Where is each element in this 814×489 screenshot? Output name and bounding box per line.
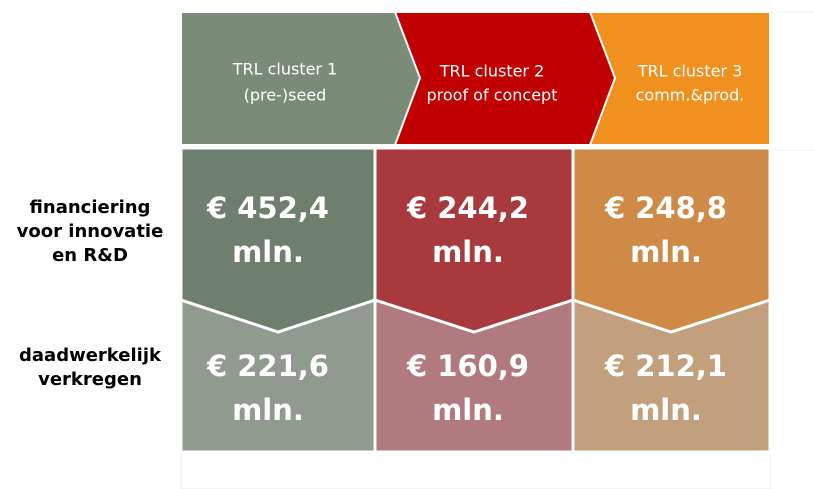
row-label: en R&D — [52, 245, 128, 266]
header-text: proof of concept — [427, 86, 558, 105]
cell-unit: mln. — [630, 235, 702, 269]
cell-unit: mln. — [232, 235, 304, 269]
header-text: (pre-)seed — [244, 86, 327, 105]
bottom-box — [180, 451, 771, 489]
row-label: daadwerkelijk — [19, 345, 162, 366]
cell-unit: mln. — [432, 235, 504, 269]
cell-unit: mln. — [432, 393, 504, 427]
cell-value: € 244,2 — [406, 191, 529, 225]
cell-value: € 452,4 — [206, 191, 329, 225]
row-label: financiering — [30, 197, 151, 218]
cell-chevron — [179, 146, 377, 334]
header-text: TRL cluster 1 — [232, 60, 338, 79]
header-arrow — [180, 11, 422, 146]
cell-value: € 212,1 — [604, 349, 727, 383]
cell-unit: mln. — [232, 393, 304, 427]
cell-value: € 248,8 — [604, 191, 727, 225]
cell-value: € 160,9 — [406, 349, 529, 383]
cell-chevron — [373, 146, 575, 334]
row-label: verkregen — [38, 369, 142, 390]
cell-chevron — [571, 146, 772, 334]
cell-value: € 221,6 — [206, 349, 329, 383]
header-text: TRL cluster 3 — [637, 62, 743, 81]
row-label: voor innovatie — [17, 221, 164, 242]
header-text: TRL cluster 2 — [439, 62, 545, 81]
header-text: comm.&prod. — [636, 86, 745, 105]
cell-unit: mln. — [630, 393, 702, 427]
